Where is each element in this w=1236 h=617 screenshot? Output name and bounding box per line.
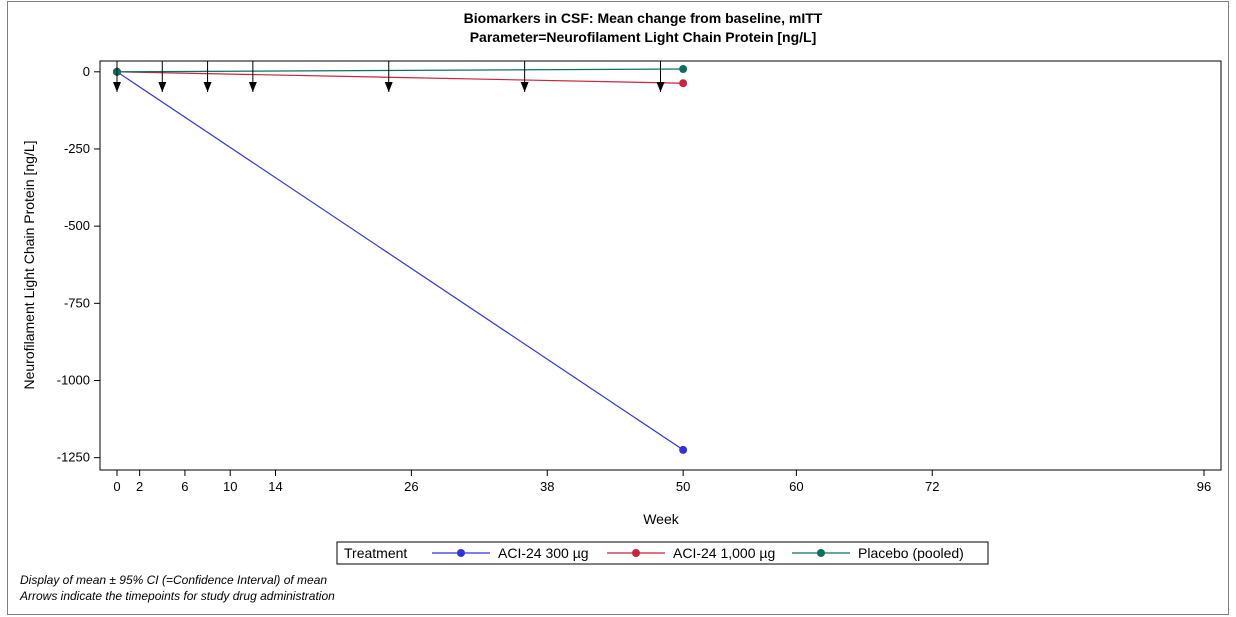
x-tick-label: 26 bbox=[404, 479, 418, 494]
series-point bbox=[679, 65, 688, 74]
series-line bbox=[116, 71, 684, 84]
legend-marker bbox=[817, 549, 825, 557]
legend: Treatment ACI-24 300 µg ACI-24 1,000 µg Pl… bbox=[336, 541, 989, 565]
x-tick-label: 60 bbox=[789, 479, 803, 494]
legend-marker bbox=[632, 549, 640, 557]
chart-title: Biomarkers in CSF: Mean change from base… bbox=[464, 10, 823, 26]
dosing-arrows bbox=[112, 61, 665, 92]
x-axis: 0 2 6 10 14 26 38 50 60 72 96 bbox=[113, 470, 1211, 494]
series-line bbox=[116, 68, 684, 73]
x-tick-label: 38 bbox=[540, 479, 554, 494]
series-line bbox=[116, 71, 684, 451]
x-tick-label: 0 bbox=[113, 479, 120, 494]
y-tick-label: 0 bbox=[83, 64, 90, 79]
legend-label: Placebo (pooled) bbox=[858, 545, 964, 561]
y-axis: 0 -250 -500 -750 -1000 -1250 bbox=[57, 64, 100, 465]
y-tick-label: -1000 bbox=[57, 372, 90, 387]
legend-label: ACI-24 300 µg bbox=[498, 545, 589, 561]
chart-subtitle: Parameter=Neurofilament Light Chain Prot… bbox=[470, 29, 817, 45]
x-tick-label: 14 bbox=[268, 479, 282, 494]
plot-area bbox=[99, 60, 1222, 471]
x-tick-label: 2 bbox=[136, 479, 143, 494]
y-tick-label: -250 bbox=[64, 141, 90, 156]
y-tick-label: -750 bbox=[64, 295, 90, 310]
series-layer bbox=[112, 65, 688, 454]
footnote-2: Arrows indicate the timepoints for study… bbox=[19, 589, 335, 603]
x-tick-label: 10 bbox=[223, 479, 237, 494]
legend-marker bbox=[457, 549, 465, 557]
x-tick-label: 6 bbox=[181, 479, 188, 494]
chart-frame bbox=[7, 1, 1229, 615]
x-tick-label: 96 bbox=[1197, 479, 1211, 494]
legend-label: ACI-24 1,000 µg bbox=[673, 545, 775, 561]
y-tick-label: -1250 bbox=[57, 450, 90, 465]
y-axis-label: Neurofilament Light Chain Protein [ng/L] bbox=[21, 140, 37, 389]
x-tick-label: 50 bbox=[676, 479, 690, 494]
x-axis-label: Week bbox=[643, 511, 680, 527]
x-tick-label: 72 bbox=[925, 479, 939, 494]
series-point bbox=[679, 79, 688, 88]
y-tick-label: -500 bbox=[64, 218, 90, 233]
series-point bbox=[679, 445, 688, 454]
footnote-1: Display of mean ± 95% CI (=Confidence In… bbox=[20, 573, 327, 587]
legend-title: Treatment bbox=[344, 545, 407, 561]
